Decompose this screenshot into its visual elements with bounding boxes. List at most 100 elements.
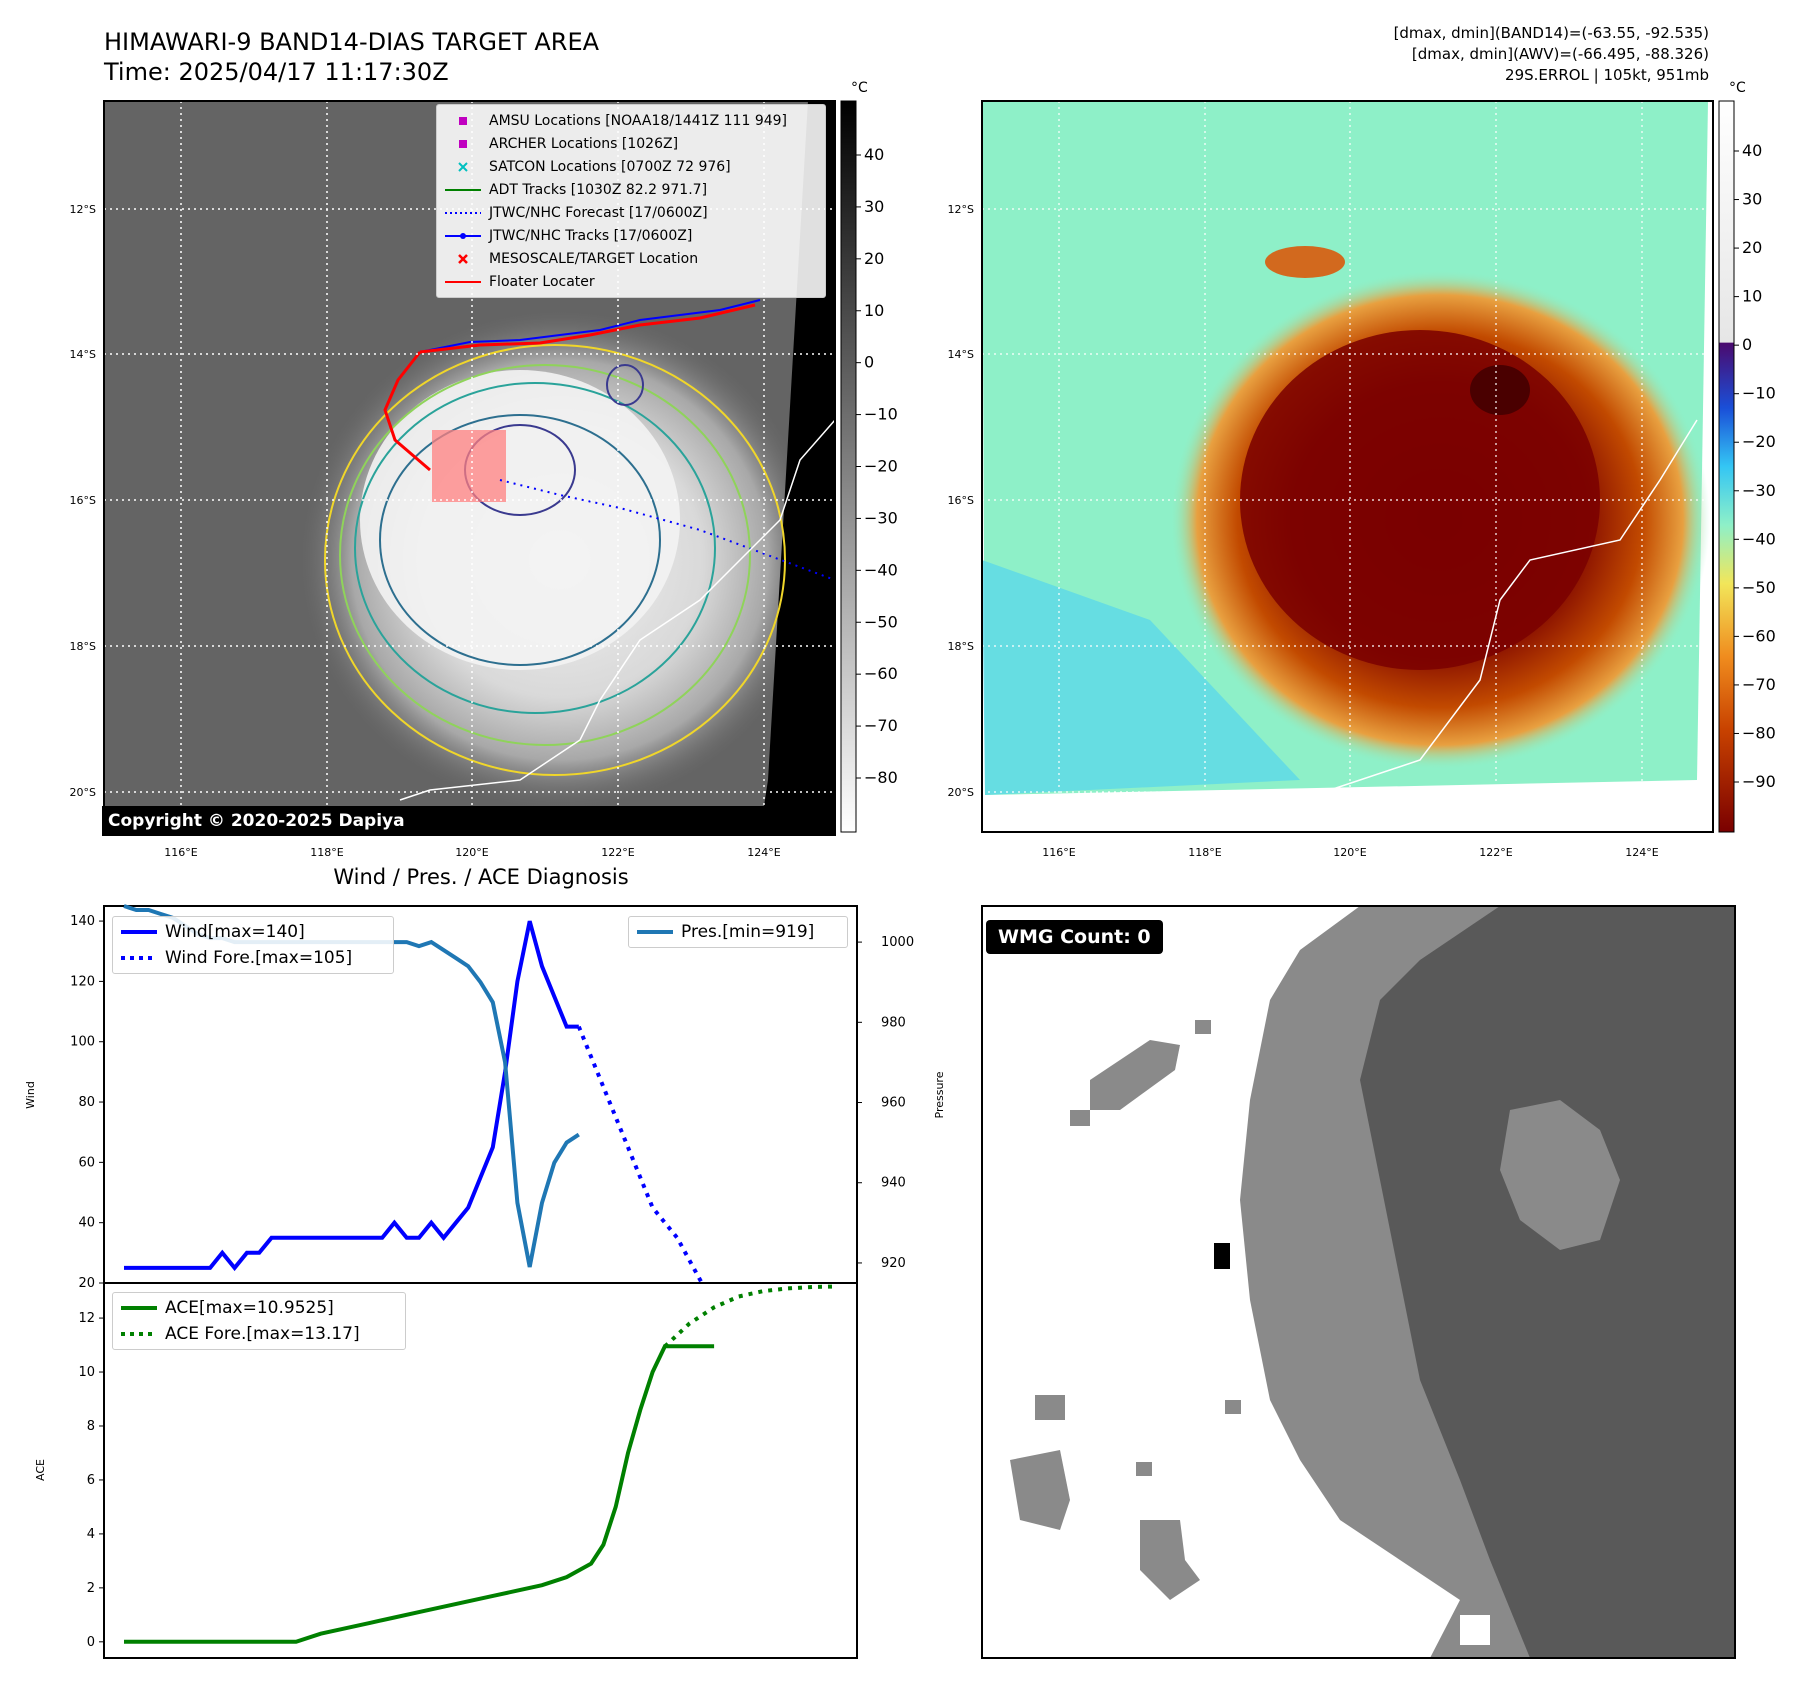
y-tick-label: 2 [87, 1581, 95, 1596]
y-tick-label: 12 [78, 1311, 95, 1326]
y-tick-label: 920 [881, 1256, 906, 1271]
map-lat-labels: 12°S 14°S 16°S 18°S 20°S [70, 203, 96, 799]
pressure-legend: Pres.[min=919] [628, 916, 848, 948]
y-tick-label: 120 [70, 974, 95, 989]
legend-entry: ADT Tracks [1030Z 82.2 971.7] [437, 178, 825, 201]
awv-colorbar-unit: °C [1729, 80, 1746, 96]
legend-label: SATCON Locations [0700Z 72 976] [489, 158, 731, 175]
x-marker-icon [437, 161, 489, 173]
y-tick-label: 100 [70, 1035, 95, 1050]
colorbar-tick-label: 20 [1742, 238, 1762, 257]
lon-label: 124°E [1625, 846, 1658, 859]
solid-line-icon [629, 929, 681, 935]
awv-colorbar [1718, 100, 1735, 833]
y-tick-label: 8 [87, 1419, 95, 1434]
legend-entry: ACE Fore.[max=13.17] [113, 1321, 405, 1347]
ace-series-line-1 [663, 1284, 838, 1348]
map-colorbar-unit: °C [851, 80, 868, 96]
legend-label: Wind Fore.[max=105] [165, 948, 353, 968]
map-legend: AMSU Locations [NOAA18/1441Z 111 949] AR… [436, 104, 826, 298]
colorbar-tick-label: −20 [1742, 432, 1776, 451]
lon-label: 122°E [601, 846, 634, 859]
y-tick-label: 0 [87, 1635, 95, 1650]
y-tick-label: 6 [87, 1473, 95, 1488]
colorbar-tick-label: 40 [864, 145, 884, 164]
pressure-axis-label: Pressure [933, 1071, 946, 1118]
colorbar-tick-label: −40 [864, 560, 898, 579]
lat-label: 20°S [70, 786, 96, 799]
square-marker-icon [437, 115, 489, 127]
lat-label: 18°S [948, 640, 974, 653]
lat-label: 14°S [948, 348, 974, 361]
colorbar-tick-label: −50 [864, 612, 898, 631]
map-title-line2: Time: 2025/04/17 11:17:30Z [103, 58, 449, 86]
diagnosis-title: Wind / Pres. / ACE Diagnosis [333, 865, 628, 889]
awv-info-line2: [dmax, dmin](AWV)=(-66.495, -88.326) [1412, 45, 1709, 63]
line-dot-marker-icon [437, 232, 489, 240]
y-tick-label: 60 [78, 1155, 95, 1170]
legend-entry: JTWC/NHC Forecast [17/0600Z] [437, 201, 825, 224]
legend-entry: SATCON Locations [0700Z 72 976] [437, 155, 825, 178]
legend-entry: JTWC/NHC Tracks [17/0600Z] [437, 224, 825, 247]
awv-info-line3: 29S.ERROL | 105kt, 951mb [1505, 66, 1709, 84]
lon-label: 116°E [164, 846, 197, 859]
colorbar-tick-label: −30 [1742, 481, 1776, 500]
wind-legend: Wind[max=140] Wind Fore.[max=105] [112, 916, 394, 974]
lon-label: 122°E [1479, 846, 1512, 859]
line-marker-icon [437, 187, 489, 193]
legend-label: Pres.[min=919] [681, 922, 815, 942]
legend-entry: Wind Fore.[max=105] [113, 945, 393, 971]
colorbar-tick-label: 20 [864, 249, 884, 268]
legend-entry: MESOSCALE/TARGET Location [437, 247, 825, 270]
legend-entry: ACE[max=10.9525] [113, 1295, 405, 1321]
dotted-line-icon [113, 955, 165, 961]
y-tick-label: 980 [881, 1015, 906, 1030]
colorbar-tick-label: −30 [864, 508, 898, 527]
lon-label: 118°E [310, 846, 343, 859]
y-tick-label: 1000 [881, 935, 914, 950]
lon-label: 120°E [455, 846, 488, 859]
legend-label: AMSU Locations [NOAA18/1441Z 111 949] [489, 112, 788, 129]
ace-y-ticks: 0 2 4 6 8 10 12 [78, 1311, 104, 1650]
ace-series-group [124, 1284, 838, 1644]
lat-label: 12°S [70, 203, 96, 216]
awv-image [982, 101, 1713, 832]
awv-frame [981, 100, 1714, 833]
y-tick-label: 20 [78, 1276, 95, 1291]
wind-series-line-0 [124, 920, 579, 1272]
wmg-image [982, 906, 1735, 1658]
lat-label: 16°S [948, 494, 974, 507]
awv-lon-labels: 116°E 118°E 120°E 122°E 124°E [1042, 846, 1658, 859]
y-tick-label: 40 [78, 1216, 95, 1231]
y-tick-label: 10 [78, 1365, 95, 1380]
wmg-count-badge: WMG Count: 0 [986, 920, 1163, 954]
colorbar-tick-label: −60 [1742, 626, 1776, 645]
awv-info-line1: [dmax, dmin](BAND14)=(-63.55, -92.535) [1394, 24, 1709, 42]
legend-label: MESOSCALE/TARGET Location [489, 250, 699, 267]
legend-entry: Wind[max=140] [113, 919, 393, 945]
x-marker-icon [437, 253, 489, 265]
wind-axis-label: Wind [24, 1081, 37, 1109]
legend-entry: Floater Locater [437, 270, 825, 293]
dotted-line-icon [437, 210, 489, 216]
map-title-line1: HIMAWARI-9 BAND14-DIAS TARGET AREA [104, 28, 600, 56]
wind-series-line-1 [576, 1025, 704, 1284]
line-marker-icon [437, 279, 489, 285]
awv-lat-labels: 12°S 14°S 16°S 18°S 20°S [948, 203, 974, 799]
legend-label: ACE[max=10.9525] [165, 1298, 334, 1318]
square-marker-icon [437, 138, 489, 150]
colorbar-tick-label: −60 [864, 664, 898, 683]
pressure-y-ticks: 920 940 960 980 1000 [857, 935, 914, 1271]
copyright-banner: Copyright © 2020-2025 Dapiya [102, 806, 836, 836]
lat-label: 12°S [948, 203, 974, 216]
map-colorbar [840, 100, 857, 833]
lat-label: 16°S [70, 494, 96, 507]
colorbar-tick-label: −50 [1742, 578, 1776, 597]
colorbar-tick-label: 0 [1742, 335, 1752, 354]
solid-line-icon [113, 1305, 165, 1311]
ace-series-line-0 [124, 1344, 715, 1644]
colorbar-tick-label: −70 [1742, 675, 1776, 694]
y-tick-label: 140 [70, 914, 95, 929]
legend-label: JTWC/NHC Tracks [17/0600Z] [489, 227, 693, 244]
